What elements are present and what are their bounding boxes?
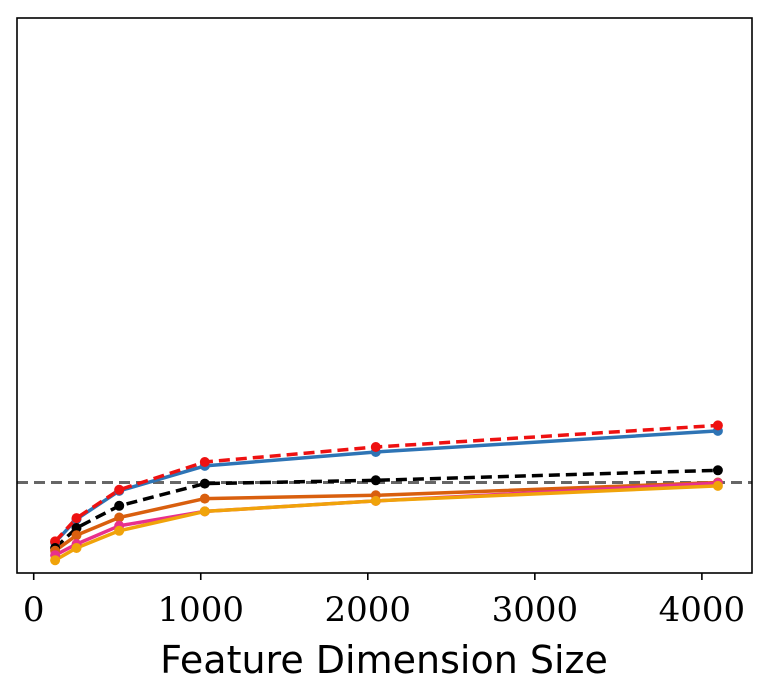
data-point-dark-orange [71,530,82,541]
data-point-red [370,442,381,452]
data-point-black [71,523,82,533]
data-point-black [114,500,125,511]
data-point-black [370,475,381,486]
x-axis-ticks: 0 1000 2000 3000 4000 [23,573,745,630]
data-point-yellow-orange [199,506,210,517]
x-tick-label: 2000 [325,590,412,630]
data-point-yellow-orange [114,525,125,536]
series-lines [17,423,752,562]
data-point-yellow-orange [370,495,381,506]
data-point-red [114,484,125,495]
data-point-black [712,465,723,476]
x-tick-label: 3000 [492,590,579,630]
data-point-yellow-orange [50,555,61,566]
data-point-yellow-orange [712,480,723,491]
plot-area-frame [16,17,753,574]
x-tick-label: 0 [23,590,45,630]
data-point-dark-orange [114,512,125,523]
series-points [50,420,723,566]
data-point-red [199,457,210,467]
x-tick-label: 1000 [157,590,244,630]
data-point-black [199,478,210,489]
series-line-yellow-orange [54,484,718,562]
series-line-dark-orange [54,480,718,553]
data-point-red [712,420,723,431]
x-axis-label: Feature Dimension Size [160,638,608,682]
data-point-red [71,513,82,524]
x-tick-label: 4000 [659,590,746,630]
data-point-dark-orange [199,493,210,504]
data-point-yellow-orange [71,543,82,553]
